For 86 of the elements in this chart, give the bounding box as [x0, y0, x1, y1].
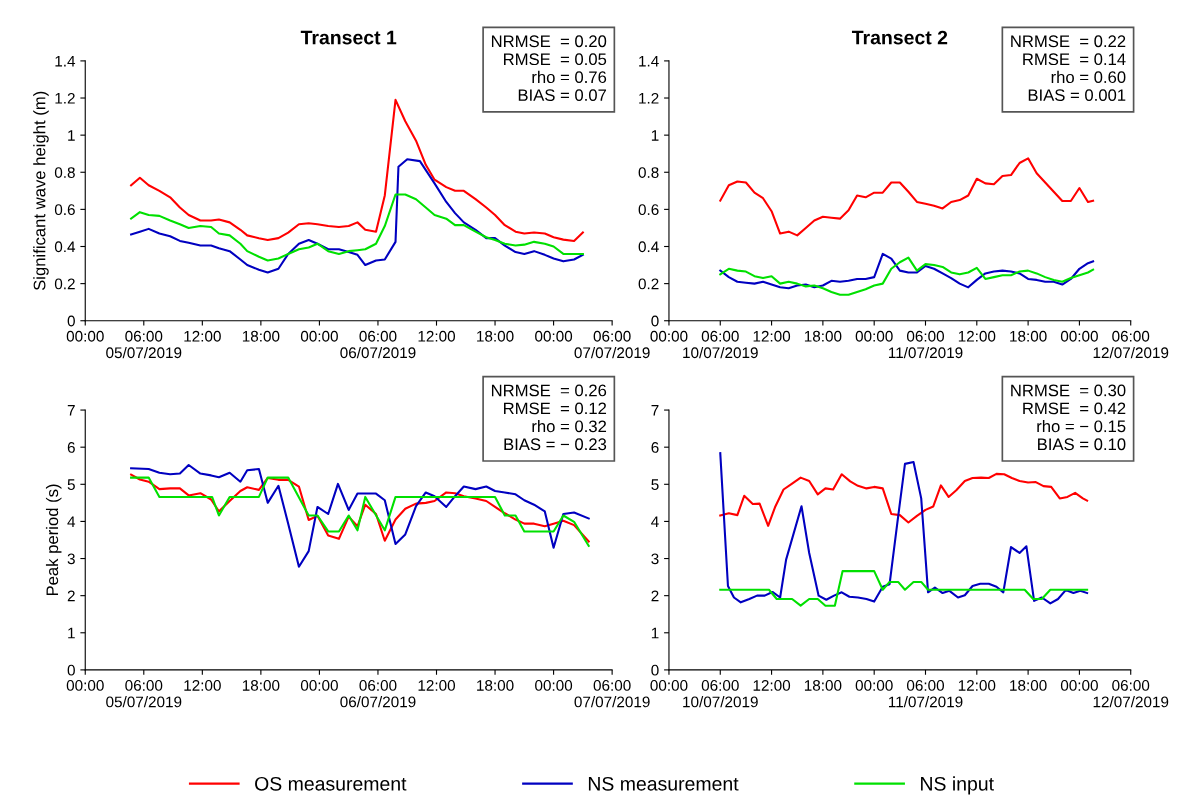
- line-series: [719, 570, 1089, 607]
- y-tick-label: 1.4: [55, 55, 76, 67]
- annotation: NRMSE = 0.26 RMSE = 0.12 rho = 0.32 BIAS = − 0.23: [491, 384, 607, 451]
- legend-label: NS input: [921, 776, 994, 795]
- x-tick-label: 06:00 06/07/2019: [340, 330, 416, 359]
- x-tick-label: 00:00: [855, 330, 893, 342]
- y-tick-label: 1: [651, 627, 659, 639]
- y-tick-label: 0.2: [638, 278, 659, 290]
- x-tick-label: 18:00: [477, 330, 514, 342]
- y-tick-label: 3: [651, 553, 659, 565]
- y-tick-label: 7: [651, 405, 659, 416]
- x-tick-label: 06:00 07/07/2019: [574, 330, 650, 359]
- y-tick-label: 0.6: [54, 204, 75, 216]
- line-series: [130, 193, 584, 262]
- annotation: NRMSE = 0.20 RMSE = 0.05 rho = 0.76 BIAS = 0.07: [491, 35, 607, 102]
- x-tick-label: 00:00: [855, 680, 893, 691]
- line-series: [719, 472, 1089, 527]
- x-tick-label: 12:00: [418, 680, 456, 691]
- x-tick-label: 18:00: [477, 680, 514, 691]
- x-tick-label: 06:00 07/07/2019: [574, 680, 650, 708]
- y-tick-label: 4: [67, 516, 76, 527]
- x-tick-label: 18:00: [804, 680, 842, 691]
- y-tick-label: 6: [651, 442, 659, 453]
- y-tick-label: 2: [67, 590, 75, 602]
- x-tick-label: 00:00: [300, 330, 338, 342]
- x-tick-label: 00:00: [650, 330, 688, 342]
- y-axis-title: Significant wave height (m): [33, 91, 49, 291]
- y-tick-label: 1: [651, 130, 659, 141]
- x-tick-label: 18:00: [242, 680, 280, 691]
- y-tick-label: 0: [651, 664, 659, 676]
- x-tick-label: 00:00: [66, 680, 104, 691]
- x-tick-label: 18:00: [242, 330, 280, 342]
- x-tick-label: 12:00: [184, 680, 221, 691]
- legend-label: NS measurement: [588, 776, 739, 791]
- line-series: [719, 252, 1095, 290]
- y-tick-label: 3: [67, 553, 75, 565]
- x-tick-label: 00:00: [535, 680, 573, 691]
- y-tick-label: 1.2: [639, 92, 659, 104]
- x-tick-label: 06:00 05/07/2019: [106, 680, 182, 708]
- x-tick-label: 00:00: [1060, 680, 1098, 691]
- y-tick-label: 0: [651, 315, 659, 327]
- y-tick-label: 1.2: [55, 92, 75, 104]
- y-tick-label: 4: [651, 516, 659, 527]
- x-tick-label: 12:00: [958, 330, 996, 342]
- annotation: NRMSE = 0.30 RMSE = 0.42 rho = − 0.15 BIAS = 0.10: [1011, 384, 1126, 451]
- x-tick-label: 12:00: [753, 680, 791, 691]
- legend-label: OS measurement: [255, 776, 407, 791]
- y-tick-label: 1.4: [639, 55, 659, 67]
- y-tick-label: 0: [67, 315, 75, 327]
- y-tick-label: 0.4: [638, 241, 659, 253]
- x-tick-label: 12:00: [753, 330, 791, 342]
- x-tick-label: 00:00: [535, 330, 573, 342]
- x-tick-label: 18:00: [1010, 330, 1047, 342]
- y-tick-label: 0.2: [54, 278, 75, 290]
- line-series: [719, 452, 1089, 605]
- line-series: [719, 256, 1095, 296]
- y-tick-label: 5: [651, 479, 659, 490]
- x-tick-label: 06:00 05/07/2019: [106, 330, 182, 359]
- chart-title: Transect 2: [851, 30, 948, 45]
- annotation: NRMSE = 0.22 RMSE = 0.14 rho = 0.60 BIAS = 0.001: [1011, 35, 1126, 102]
- x-tick-label: 00:00: [66, 330, 104, 342]
- y-axis-title: Peak period (s): [45, 484, 62, 596]
- y-tick-label: 6: [67, 442, 75, 453]
- y-tick-label: 0.8: [54, 167, 75, 178]
- x-tick-label: 12:00: [418, 330, 456, 342]
- x-tick-label: 00:00: [650, 680, 688, 691]
- line-series: [130, 463, 590, 568]
- x-tick-label: 06:00 06/07/2019: [340, 680, 416, 708]
- y-tick-label: 2: [651, 590, 659, 602]
- x-tick-label: 18:00: [1010, 680, 1047, 691]
- x-tick-label: 00:00: [300, 680, 338, 691]
- y-tick-label: 1: [68, 130, 75, 141]
- y-tick-label: 0.8: [638, 167, 659, 178]
- x-tick-label: 00:00: [1060, 330, 1098, 342]
- chart-title: Transect 1: [300, 30, 397, 45]
- y-tick-label: 1: [68, 627, 75, 639]
- x-tick-label: 12:00: [184, 330, 221, 342]
- y-tick-label: 0: [67, 664, 75, 676]
- y-tick-label: 0.4: [54, 241, 76, 253]
- x-tick-label: 12:00: [958, 680, 996, 691]
- line-series: [130, 158, 584, 274]
- y-tick-label: 0.6: [638, 204, 659, 216]
- y-tick-label: 5: [67, 479, 75, 490]
- x-tick-label: 18:00: [804, 330, 842, 342]
- line-series: [719, 157, 1095, 237]
- y-tick-label: 7: [67, 405, 75, 416]
